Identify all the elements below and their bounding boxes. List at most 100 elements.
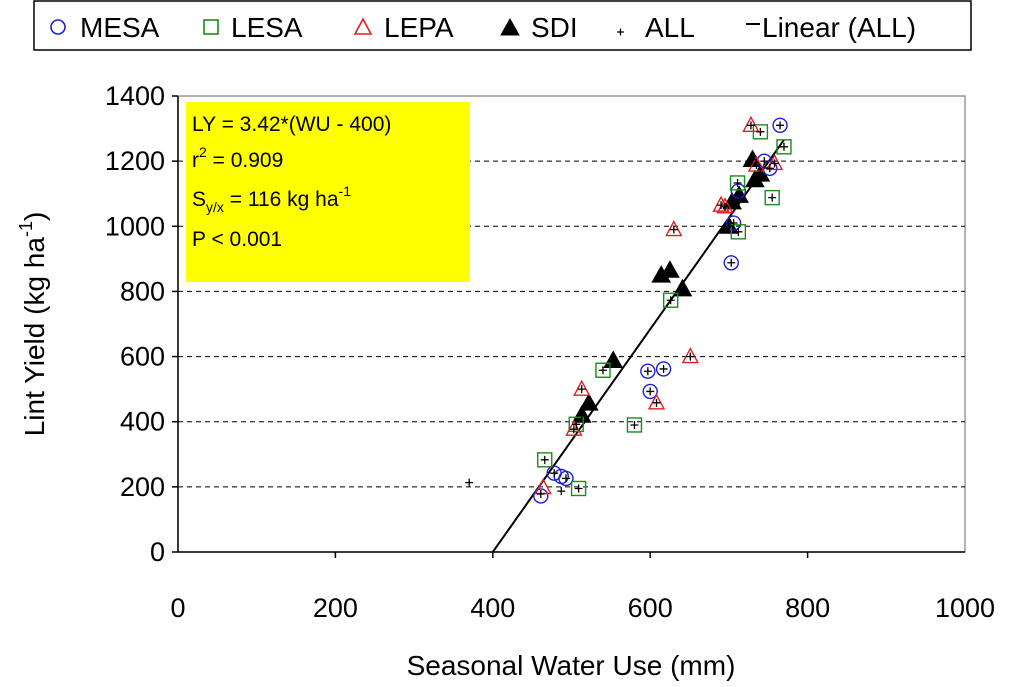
y-tick-label: 400 [120, 407, 165, 437]
point-all [752, 161, 761, 170]
point-all [770, 159, 779, 168]
point-lesa [568, 416, 584, 433]
equation-box [186, 102, 470, 282]
x-tick-label: 0 [170, 593, 185, 623]
point-all [669, 225, 678, 234]
point-all [569, 425, 578, 434]
point-all [776, 121, 785, 130]
point-mesa [640, 363, 656, 379]
point-all [720, 202, 729, 211]
y-axis-title-sup: -1 [16, 221, 36, 237]
point-lesa [730, 224, 747, 240]
point-all [748, 155, 757, 164]
point-mesa [533, 488, 549, 504]
legend-marker-all [617, 28, 624, 36]
point-mesa [655, 361, 672, 377]
point-lesa [626, 417, 643, 433]
y-tick-label: 800 [120, 276, 165, 306]
x-tick-label: 200 [313, 593, 358, 623]
point-all [536, 490, 545, 499]
point-mesa [642, 383, 658, 400]
legend-marker-sdi [500, 17, 520, 36]
point-all [652, 398, 661, 407]
point-all [779, 142, 788, 151]
legend-item-all: ALL [617, 12, 695, 43]
point-lesa [729, 175, 746, 191]
std-error-value: = 116 kg ha [224, 188, 339, 211]
point-all [734, 227, 743, 236]
legend-label-lepa: LEPA [384, 12, 454, 43]
point-all [666, 296, 675, 305]
point-lepa [647, 393, 666, 410]
std-error-s: S [192, 188, 206, 211]
point-all [728, 197, 737, 206]
point-all [630, 420, 639, 429]
r-squared-line: r2 = 0.909 [192, 144, 283, 172]
legend-item-lepa: LEPA [353, 12, 454, 43]
point-all [729, 219, 738, 228]
point-all [609, 356, 618, 365]
legend-item-mesa: MESA [50, 12, 160, 43]
x-tick-label: 1000 [935, 593, 995, 623]
legend-label-linear-all: Linear (ALL) [762, 12, 916, 43]
legend-box [33, 0, 972, 51]
legend-marker-lepa [353, 17, 373, 35]
x-tick-label: 800 [785, 593, 830, 623]
point-lepa [665, 220, 683, 237]
point-all [584, 399, 593, 408]
y-tick-labels: 0 200 400 600 800 1000 1200 1400 [105, 81, 165, 567]
legend-item-sdi: SDI [500, 12, 578, 43]
legend-label-all: ALL [645, 12, 695, 43]
point-all [735, 191, 744, 200]
point-all [577, 385, 586, 394]
point-lesa [662, 292, 679, 308]
point-all [750, 175, 759, 184]
std-error-line: Sy/x = 116 kg ha-1 [192, 183, 351, 215]
point-lepa [747, 155, 766, 172]
point-mesa [723, 255, 739, 271]
point-all [733, 178, 742, 187]
point-all [686, 352, 695, 361]
point-all [540, 455, 549, 464]
x-tick-labels: 0 200 400 600 800 1000 [170, 593, 995, 623]
equation-annotation: LY = 3.42*(WU - 400) r2 = 0.909 Sy/x = 1… [186, 102, 470, 282]
std-error-sup: -1 [339, 183, 352, 199]
point-all [646, 387, 655, 396]
point-all [756, 170, 765, 179]
y-axis-title-close: ) [19, 212, 50, 221]
y-axis-title-main: Lint Yield (kg ha [19, 237, 50, 437]
point-all [561, 474, 570, 483]
point-lesa [570, 480, 587, 497]
point-lepa [565, 419, 583, 436]
y-axis-title: Lint Yield (kg ha-1) [16, 212, 50, 437]
point-all [577, 411, 586, 420]
point-mesa [558, 470, 574, 487]
point-lesa [764, 189, 780, 206]
point-all [465, 478, 474, 487]
point-mesa [730, 183, 747, 199]
y-tick-label: 1400 [105, 81, 165, 111]
point-all [572, 420, 581, 429]
y-tick-label: 0 [150, 537, 165, 567]
point-all [574, 484, 583, 493]
point-all [717, 201, 726, 210]
y-tick-label: 1000 [105, 211, 165, 241]
point-all [643, 367, 652, 376]
r-squared-sup: 2 [199, 144, 207, 160]
point-all [768, 193, 777, 202]
legend-item-linear-all: Linear (ALL) [746, 12, 916, 43]
equation-line: LY = 3.42*(WU - 400) [192, 113, 391, 136]
point-all [598, 366, 607, 375]
gridlines [172, 95, 965, 558]
legend-label-lesa: LESA [231, 12, 303, 43]
x-tick-label: 400 [470, 593, 515, 623]
point-mesa [725, 215, 742, 231]
point-mesa [772, 117, 788, 134]
r-squared-value: = 0.909 [207, 149, 283, 172]
point-lepa [681, 347, 700, 364]
p-value-line: P < 0.001 [192, 228, 282, 251]
legend-marker-lesa [203, 19, 219, 35]
std-error-sub: y/x [206, 199, 224, 215]
point-all [760, 157, 769, 166]
point-lepa [765, 153, 784, 171]
